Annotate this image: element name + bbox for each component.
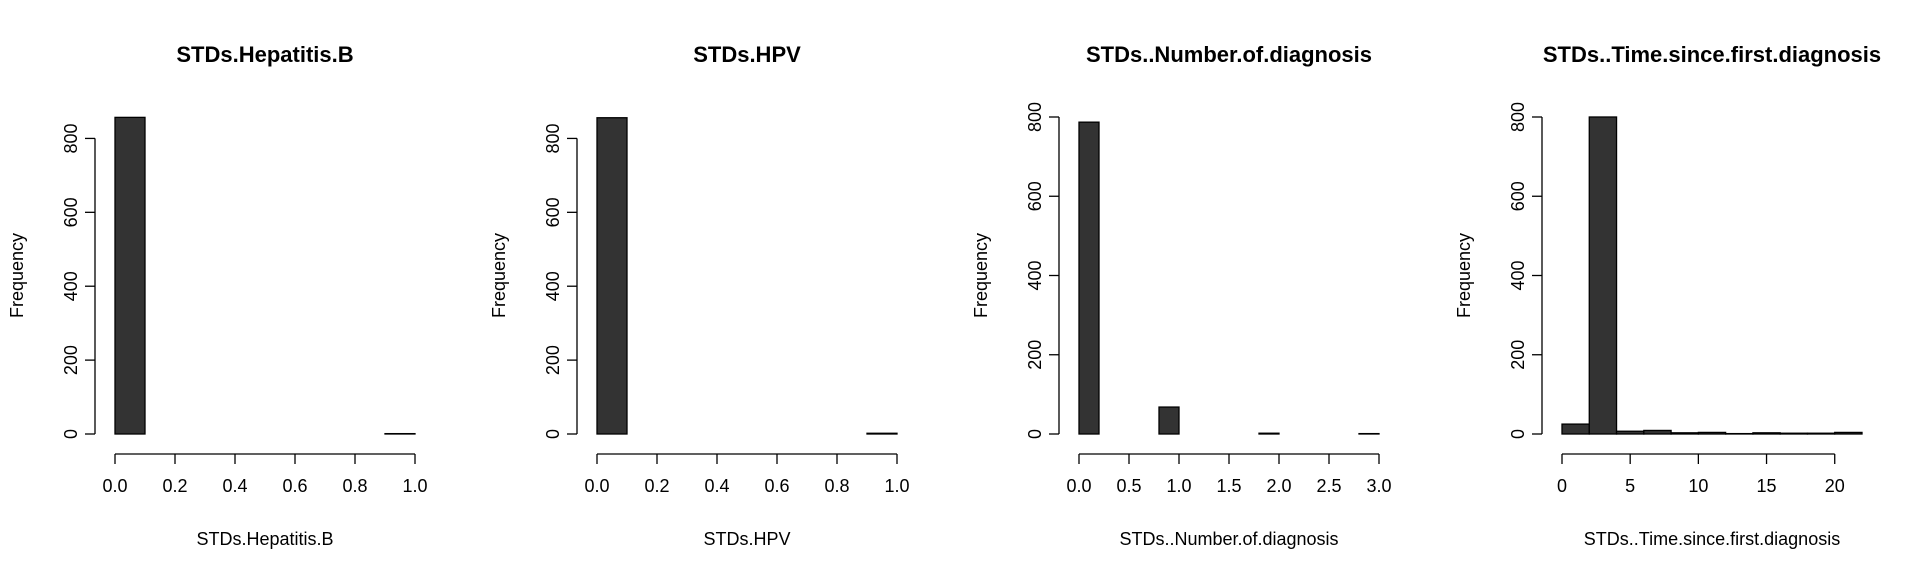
histogram-bar (1670, 432, 1700, 435)
histogram-bar (1258, 432, 1280, 435)
histogram-bar (596, 117, 628, 435)
histogram-bar (1752, 432, 1781, 435)
y-tick-label: 0 (1508, 429, 1528, 439)
x-tick-label: 10 (1688, 476, 1708, 496)
y-tick-label: 0 (1025, 429, 1045, 439)
x-tick-label: 0.6 (282, 476, 307, 496)
x-tick-label: 1.0 (402, 476, 427, 496)
y-tick-label: 200 (61, 345, 81, 375)
y-axis-label: Frequency (971, 233, 991, 318)
y-axis-label: Frequency (489, 233, 509, 318)
y-tick-label: 0 (543, 429, 563, 439)
histogram-bar (1588, 116, 1618, 435)
x-tick-label: 0.5 (1116, 476, 1141, 496)
chart-panel-4: STDs..Time.since.first.diagnosis02004006… (1454, 42, 1881, 549)
y-axis-label: Frequency (1454, 233, 1474, 318)
y-tick-label: 200 (1025, 340, 1045, 370)
y-tick-label: 200 (543, 345, 563, 375)
x-tick-label: 0.4 (222, 476, 247, 496)
y-tick-label: 400 (61, 271, 81, 301)
y-tick-label: 800 (543, 123, 563, 153)
y-tick-label: 400 (543, 271, 563, 301)
histogram-bar (1697, 431, 1727, 435)
x-tick-label: 0.0 (102, 476, 127, 496)
histogram-bar (1078, 121, 1100, 435)
x-tick-label: 3.0 (1366, 476, 1391, 496)
y-tick-label: 400 (1508, 260, 1528, 290)
x-tick-label: 1.5 (1216, 476, 1241, 496)
y-tick-label: 600 (1508, 181, 1528, 211)
y-tick-label: 600 (61, 197, 81, 227)
x-axis-label: STDs.Hepatitis.B (196, 529, 333, 549)
y-tick-label: 600 (543, 197, 563, 227)
x-tick-label: 0 (1557, 476, 1567, 496)
y-tick-label: 400 (1025, 260, 1045, 290)
histogram-bar (1643, 429, 1672, 435)
chart-title: STDs.Hepatitis.B (176, 42, 353, 67)
x-axis-label: STDs..Number.of.diagnosis (1119, 529, 1338, 549)
chart-panel-1: STDs.Hepatitis.B 0 200 400 600 800 0.0 0.2 0.4 0.… (7, 42, 428, 549)
x-tick-label: 1.0 (884, 476, 909, 496)
x-tick-label: 1.0 (1166, 476, 1191, 496)
x-tick-label: 0.8 (824, 476, 849, 496)
x-axis-label: STDs.HPV (703, 529, 790, 549)
histogram-bar (1158, 406, 1180, 435)
histogram-bar (1561, 423, 1590, 435)
x-tick-label: 0.8 (342, 476, 367, 496)
y-tick-label: 800 (1508, 102, 1528, 132)
x-tick-label: 15 (1757, 476, 1777, 496)
x-tick-label: 0.6 (764, 476, 789, 496)
y-axis-label: Frequency (7, 233, 27, 318)
histogram-bar (866, 432, 898, 435)
chart-title: STDs.HPV (693, 42, 801, 67)
y-tick-label: 800 (1025, 102, 1045, 132)
histogram-bar (1806, 432, 1836, 435)
y-tick-label: 600 (1025, 181, 1045, 211)
x-tick-label: 2.5 (1316, 476, 1341, 496)
x-axis-label: STDs..Time.since.first.diagnosis (1584, 529, 1840, 549)
y-tick-label: 0 (61, 429, 81, 439)
y-tick-label: 800 (61, 123, 81, 153)
chart-panel-3: STDs..Number.of.diagnosis 0 200 400 600 800 0.… (971, 42, 1392, 549)
chart-title: STDs..Time.since.first.diagnosis (1543, 42, 1881, 67)
x-tick-label: 0.4 (704, 476, 729, 496)
histogram-bar (1615, 430, 1645, 435)
chart-title: STDs..Number.of.diagnosis (1086, 42, 1372, 67)
x-tick-label: 0.0 (1066, 476, 1091, 496)
histogram-bar (114, 116, 146, 435)
histogram-bar (1779, 432, 1809, 435)
histogram-bar (1834, 431, 1863, 435)
x-tick-label: 2.0 (1266, 476, 1291, 496)
x-tick-label: 20 (1825, 476, 1845, 496)
x-tick-label: 0.2 (162, 476, 187, 496)
y-tick-label: 200 (1508, 340, 1528, 370)
chart-panel-2: STDs.HPV 0 200 400 600 800 0.0 0.2 0.4 0.6 0.8 1.0 S… (489, 42, 910, 549)
x-tick-label: 0.2 (644, 476, 669, 496)
x-tick-label: 5 (1625, 476, 1635, 496)
x-tick-label: 0.0 (584, 476, 609, 496)
